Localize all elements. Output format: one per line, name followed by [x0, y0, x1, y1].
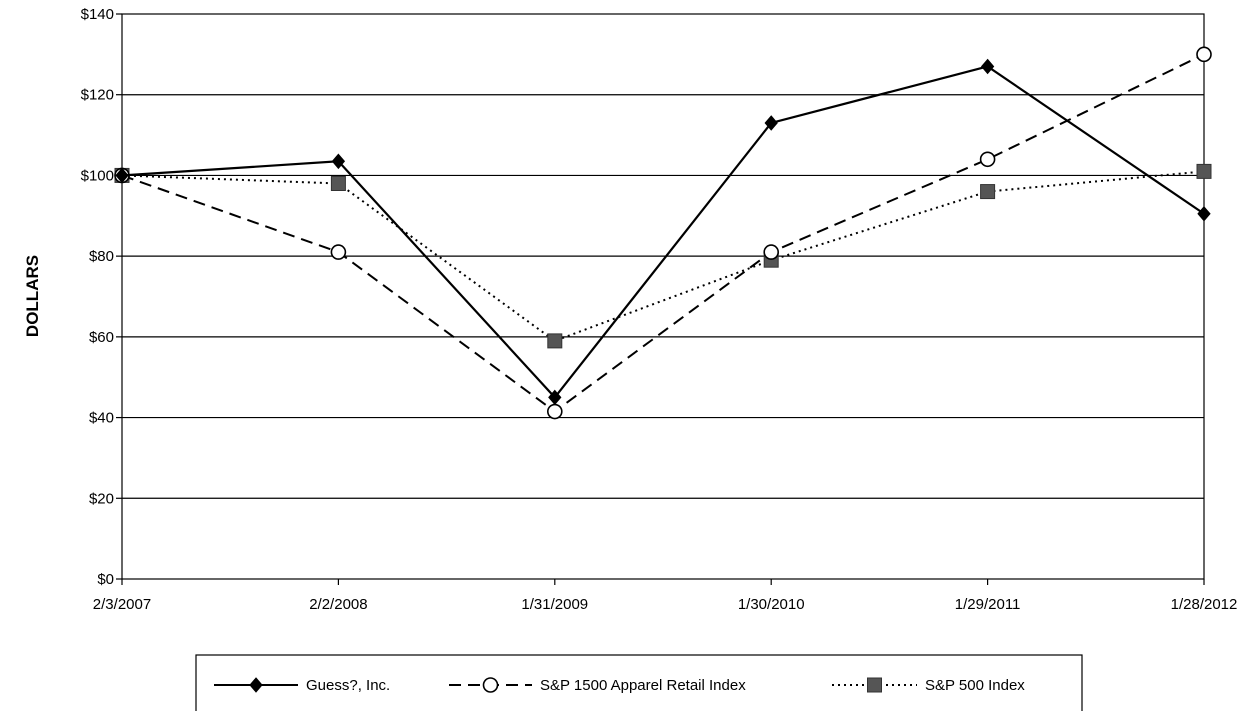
legend-marker — [482, 677, 499, 693]
data-point — [763, 244, 780, 260]
y-tick-label: $20 — [89, 490, 114, 507]
legend: Guess?, Inc. S&P 1500 Apparel Retail Inde… — [195, 654, 1083, 711]
plot-area — [121, 13, 1205, 580]
y-tick-label: $80 — [89, 248, 114, 265]
y-tick-label: $100 — [81, 167, 114, 184]
y-tick-label: $140 — [81, 6, 114, 23]
x-tick-label: 2/2/2008 — [309, 596, 367, 613]
gridlines — [122, 94, 1204, 499]
data-point — [979, 151, 996, 168]
x-tick-label: 1/31/2009 — [521, 596, 588, 613]
data-point — [330, 176, 346, 191]
data-point — [546, 403, 563, 420]
x-tick-label: 1/28/2012 — [1171, 596, 1238, 613]
data-point — [764, 115, 778, 131]
legend-items: Guess?, Inc. S&P 1500 Apparel Retail Inde… — [214, 677, 1025, 694]
data-point — [980, 184, 996, 200]
x-tick-label: 1/30/2010 — [738, 596, 805, 613]
data-point — [548, 389, 562, 406]
y-axis-ticks: $0 $20 $40 $60 $80 $100 $120 $140 — [81, 6, 122, 588]
data-point — [330, 244, 347, 260]
data-point — [1196, 46, 1212, 63]
legend-box — [195, 654, 1083, 711]
data-point — [547, 333, 563, 349]
y-tick-label: $0 — [97, 571, 114, 588]
legend-label: S&P 500 Index — [925, 677, 1025, 694]
series-group — [114, 46, 1212, 420]
y-tick-label: $60 — [89, 329, 114, 346]
data-point — [1196, 163, 1212, 179]
data-point — [331, 153, 346, 170]
legend-marker — [867, 677, 882, 693]
data-point — [115, 167, 129, 184]
legend-label: Guess?, Inc. — [306, 677, 390, 694]
legend-marker — [249, 677, 263, 693]
data-point — [980, 58, 995, 75]
data-point — [1197, 205, 1211, 222]
legend-item: S&P 1500 Apparel Retail Index — [449, 677, 746, 694]
x-tick-label: 2/3/2007 — [93, 596, 151, 613]
y-tick-label: $120 — [81, 87, 114, 104]
y-axis-label: DOLLARS — [23, 255, 42, 337]
legend-label: S&P 1500 Apparel Retail Index — [540, 677, 746, 694]
series-0 — [115, 58, 1211, 406]
x-axis-ticks: 2/3/2007 2/2/2008 1/31/2009 1/30/2010 1/29/2… — [93, 579, 1238, 613]
series-line — [121, 170, 1205, 343]
legend-item: Guess?, Inc. — [214, 677, 390, 694]
x-tick-label: 1/29/2011 — [955, 596, 1021, 613]
series-line — [121, 53, 1205, 413]
legend-item: S&P 500 Index — [832, 677, 1025, 694]
series-line — [121, 65, 1205, 400]
y-tick-label: $40 — [89, 410, 114, 427]
